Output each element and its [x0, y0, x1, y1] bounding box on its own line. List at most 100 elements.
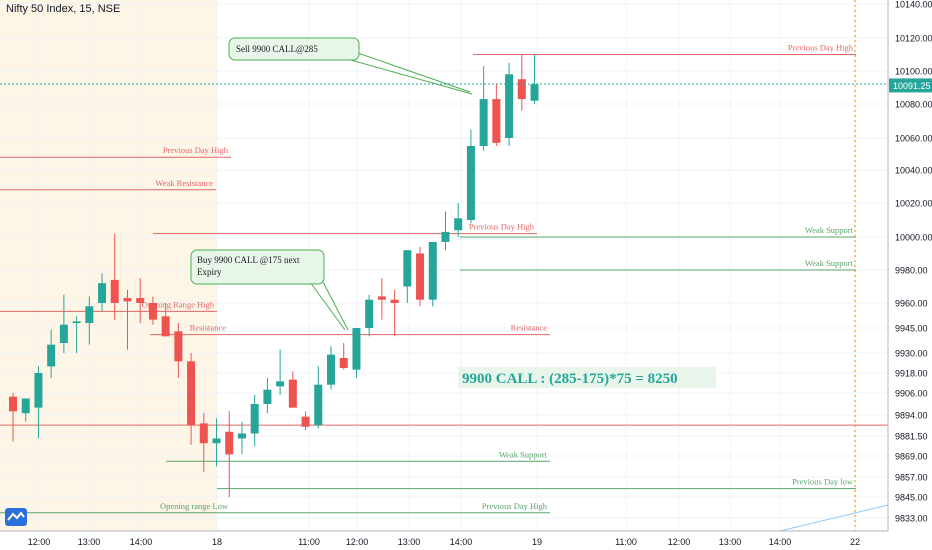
candle-body[interactable]	[98, 283, 107, 303]
x-tick-label: 22	[850, 537, 860, 547]
candle-body[interactable]	[327, 354, 335, 385]
candle-body[interactable]	[72, 321, 81, 323]
last-price-label: 10091.25	[893, 81, 931, 91]
x-tick-label: 13:00	[398, 537, 421, 547]
candle-body[interactable]	[34, 373, 43, 408]
level-label: Previous Day High	[482, 501, 548, 511]
y-tick-label: 10080.00	[895, 100, 932, 110]
candle-body[interactable]	[505, 74, 514, 138]
y-tick-label: 9918.00	[895, 369, 928, 379]
candle-body[interactable]	[479, 99, 488, 146]
candle-body[interactable]	[174, 331, 183, 362]
candle-body[interactable]	[466, 146, 475, 220]
last-price-badge	[889, 78, 932, 93]
y-tick-label: 10020.00	[895, 199, 932, 209]
y-tick-label: 10000.00	[895, 233, 932, 243]
y-tick-label: 10140.00	[895, 0, 932, 10]
candle-body[interactable]	[136, 298, 145, 303]
candle-body[interactable]	[161, 316, 170, 337]
candle-body[interactable]	[288, 379, 297, 408]
chart-title: Nifty 50 Index, 15, NSE	[6, 3, 121, 15]
candle-body[interactable]	[390, 299, 399, 303]
x-tick-label: 12:00	[28, 537, 51, 547]
x-tick-label: 19	[532, 537, 542, 547]
y-tick-label: 9881.50	[895, 432, 928, 442]
candles[interactable]	[9, 54, 539, 498]
x-tick-label: 14:00	[130, 537, 153, 547]
level-label: Weak Support	[499, 449, 548, 459]
candle-body[interactable]	[403, 250, 412, 287]
candle-body[interactable]	[59, 324, 68, 343]
x-tick-label: 11:00	[615, 537, 637, 547]
candle-body[interactable]	[339, 358, 348, 368]
x-tick-label: 12:00	[668, 537, 691, 547]
level-label: Previous Day High	[163, 145, 229, 155]
candle-body[interactable]	[492, 99, 501, 143]
y-tick-label: 9906.00	[895, 389, 928, 399]
candle-body[interactable]	[365, 299, 374, 328]
x-axis-panel	[0, 531, 888, 550]
candle-body[interactable]	[416, 253, 425, 300]
y-tick-label: 9980.00	[895, 266, 928, 276]
candle-body[interactable]	[199, 423, 208, 444]
sell-callout-box	[228, 37, 360, 61]
level-label: Weak Resistance	[155, 178, 213, 188]
candle-body[interactable]	[187, 361, 196, 426]
y-tick-label: 9833.00	[895, 514, 928, 524]
candle-body[interactable]	[377, 296, 386, 300]
candle-body[interactable]	[110, 279, 119, 303]
candle-body[interactable]	[237, 433, 246, 439]
candle-body[interactable]	[263, 389, 272, 404]
session-shade	[0, 0, 217, 531]
candle-body[interactable]	[276, 381, 285, 387]
level-label: Opening Range High	[142, 299, 215, 309]
x-tick-label: 14:00	[769, 537, 792, 547]
candle-body[interactable]	[301, 416, 310, 427]
y-tick-label: 9945.00	[895, 324, 928, 334]
y-tick-label: 10040.00	[895, 166, 932, 176]
y-axis: 10140.00 10120.00 10100.00 10080.00 10060.00…	[887, 0, 932, 550]
x-tick-label: 18	[212, 537, 222, 547]
candle-body[interactable]	[9, 396, 17, 412]
level-label: Previous Day High	[469, 222, 535, 232]
candle-body[interactable]	[441, 231, 450, 242]
sell-callout-text: Sell 9900 CALL@285	[236, 44, 318, 54]
level-label: Resistance	[190, 323, 227, 333]
candle-body[interactable]	[428, 241, 437, 300]
candle-body[interactable]	[250, 404, 259, 434]
y-tick-label: 10060.00	[895, 134, 932, 144]
profit-label-bg	[458, 367, 716, 388]
sell-callout-pointer	[339, 51, 473, 95]
y-tick-label: 9894.00	[895, 411, 928, 421]
level-label: Previous Day High	[788, 43, 854, 53]
candle-body[interactable]	[530, 84, 539, 101]
candle-body[interactable]	[47, 344, 56, 367]
candle-body[interactable]	[454, 218, 463, 231]
candle-body[interactable]	[212, 438, 221, 444]
buy-callout-pointer	[309, 279, 349, 331]
tradingview-logo[interactable]	[5, 508, 27, 526]
candle-body[interactable]	[517, 79, 526, 100]
level-label: Resistance	[511, 323, 548, 333]
candle-body[interactable]	[225, 431, 234, 455]
buy-callout-box	[190, 249, 325, 285]
candle-body[interactable]	[314, 384, 323, 426]
candle-body[interactable]	[85, 306, 94, 323]
y-tick-label: 9930.00	[895, 349, 928, 359]
x-axis: 12:00 13:00 14:00 18 11:00 12:00 13:00 14:00 19 1…	[0, 530, 888, 550]
y-tick-label: 9869.00	[895, 452, 928, 462]
candle-body[interactable]	[21, 398, 30, 414]
profit-label: 9900 CALL : (285-175)*75 = 8250	[462, 371, 678, 387]
trend-line	[779, 504, 889, 532]
buy-callout-text: Buy 9900 CALL @175 next Expiry	[197, 255, 300, 277]
level-label: Weak Support	[805, 258, 854, 268]
x-tick-label: 13:00	[78, 537, 101, 547]
candle-body[interactable]	[352, 328, 361, 370]
annotations: Sell 9900 CALL@285 Buy 9900 CALL @175 nex…	[190, 37, 716, 388]
x-tick-label: 14:00	[450, 537, 473, 547]
x-tick-label: 13:00	[719, 537, 742, 547]
level-label: Previous Day low	[792, 477, 854, 487]
candle-body[interactable]	[123, 298, 132, 302]
candle-body[interactable]	[148, 303, 157, 320]
